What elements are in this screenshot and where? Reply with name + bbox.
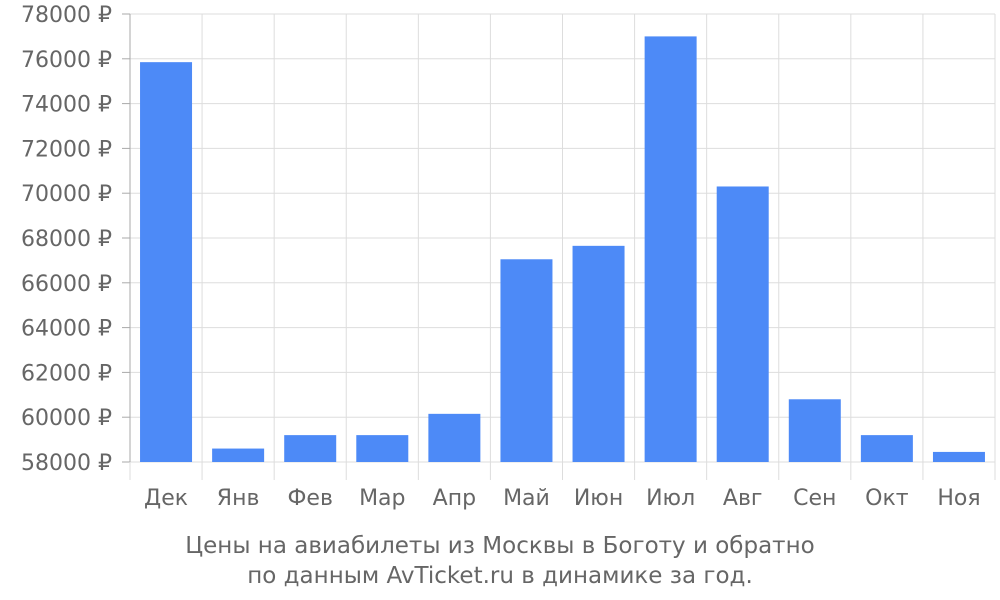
axes bbox=[122, 13, 996, 480]
bar-Янв bbox=[212, 448, 265, 462]
x-tick-label: Фев bbox=[287, 486, 332, 511]
x-tick-label: Янв bbox=[217, 486, 260, 511]
y-tick-label: 64000 ₽ bbox=[21, 317, 112, 342]
bar-Дек bbox=[140, 62, 193, 462]
bar-Ноя bbox=[932, 451, 985, 462]
bar-Окт bbox=[860, 435, 913, 462]
x-tick-label: Мар bbox=[359, 486, 405, 511]
x-tick-label: Окт bbox=[865, 486, 909, 511]
bars bbox=[140, 36, 985, 463]
x-tick-label: Дек bbox=[144, 486, 188, 511]
grid bbox=[129, 13, 996, 463]
x-tick-label: Сен bbox=[793, 486, 836, 511]
bar-Авг bbox=[716, 186, 769, 463]
bar-Май bbox=[500, 259, 553, 462]
y-tick-label: 74000 ₽ bbox=[21, 93, 112, 118]
chart-caption-line-2: по данным AvTicket.ru в динамике за год. bbox=[247, 563, 753, 589]
chart-caption-line-1: Цены на авиабилеты из Москвы в Боготу и … bbox=[185, 533, 815, 559]
y-tick-label: 62000 ₽ bbox=[21, 361, 112, 386]
bar-Мар bbox=[356, 435, 409, 462]
y-tick-label: 70000 ₽ bbox=[21, 182, 112, 207]
x-tick-label: Ноя bbox=[937, 486, 980, 511]
x-tick-label: Май bbox=[503, 486, 550, 511]
y-tick-label: 68000 ₽ bbox=[21, 227, 112, 252]
x-tick-label: Апр bbox=[433, 486, 476, 511]
y-tick-labels: 58000 ₽ 60000 ₽ 62000 ₽ 64000 ₽ 66000 ₽ 68000… bbox=[21, 3, 112, 476]
bar-Фев bbox=[284, 435, 337, 462]
bar-Апр bbox=[428, 413, 481, 462]
y-tick-label: 76000 ₽ bbox=[21, 48, 112, 73]
x-tick-label: Июл bbox=[646, 486, 695, 511]
y-tick-label: 60000 ₽ bbox=[21, 406, 112, 431]
bar-Сен bbox=[788, 399, 841, 462]
y-tick-label: 78000 ₽ bbox=[21, 3, 112, 28]
bar-Июн bbox=[572, 245, 625, 462]
bar-Июл bbox=[644, 36, 697, 463]
y-tick-label: 66000 ₽ bbox=[21, 272, 112, 297]
x-tick-label: Авг bbox=[723, 486, 763, 511]
x-tick-label: Июн bbox=[574, 486, 623, 511]
x-tick-labels: Дек Янв Фев Мар Апр Май Июн Июл Авг Сен Окт Ноя bbox=[144, 486, 981, 511]
y-tick-label: 58000 ₽ bbox=[21, 451, 112, 476]
y-tick-label: 72000 ₽ bbox=[21, 137, 112, 162]
